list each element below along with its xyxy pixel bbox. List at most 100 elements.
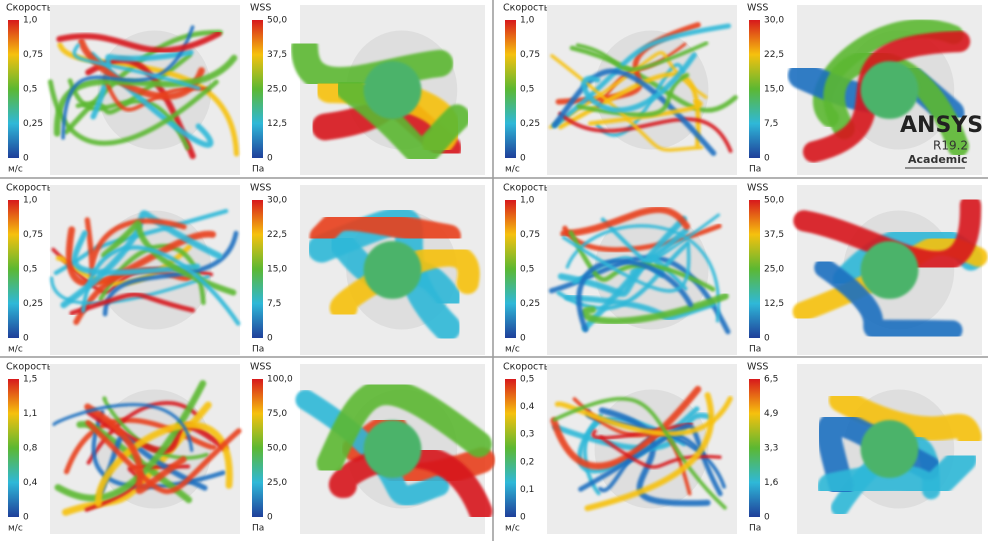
streamline (102, 230, 239, 317)
colorbar-tick-label: 0,25 (23, 299, 43, 309)
colorbar-unit: м/с (505, 345, 520, 355)
vessel (309, 207, 461, 249)
colorbar-tick-label: 0 (267, 513, 273, 523)
colorbar-tick-label: 0,8 (23, 444, 38, 454)
colorbar-tick-label: 12,5 (267, 119, 287, 129)
panel: Скорость1,00,750,50,250м/сWSS30,022,515,… (6, 183, 485, 355)
colorbar-tick-label: 100,0 (267, 375, 293, 385)
colorbar-tick-label: 50,0 (267, 16, 287, 26)
aneurysm (363, 420, 422, 478)
streamline (95, 421, 233, 508)
colorbar-title: WSS (747, 3, 768, 14)
streamline (53, 54, 238, 137)
streamline (60, 210, 223, 309)
streamline (551, 68, 717, 156)
colorbar (505, 20, 516, 158)
vessel (793, 194, 982, 273)
colorbar-title: Скорость (503, 183, 550, 194)
colorbar-title: Скорость (503, 3, 550, 14)
colorbar-tick-label: 0,5 (520, 265, 534, 275)
colorbar (8, 20, 19, 158)
colorbar-tick-label: 25,0 (267, 85, 287, 95)
vessel (316, 379, 492, 477)
vessel (814, 257, 963, 341)
colorbar-tick-label: 6,5 (764, 375, 778, 385)
streamline (52, 403, 194, 452)
colorbar-title: WSS (747, 183, 768, 194)
colorbar-unit: м/с (8, 524, 23, 534)
watermark: ANSYS R19.2 Academic (900, 113, 983, 169)
vessel (813, 19, 964, 128)
colorbar-unit: Па (749, 165, 761, 175)
colorbar-tick-label: 0,25 (23, 119, 43, 129)
colorbar (252, 379, 263, 517)
colorbar-tick-label: 0 (520, 334, 526, 344)
colorbar-tick-label: 22,5 (267, 230, 287, 240)
streamline (72, 43, 201, 91)
streamline (63, 417, 217, 475)
colorbar-tick-label: 0,4 (23, 478, 38, 488)
colorbar-tick-label: 1,0 (520, 196, 535, 206)
aneurysm (363, 61, 422, 119)
colorbar-tick-label: 0,5 (23, 85, 37, 95)
colorbar-tick-label: 0,75 (23, 230, 43, 240)
colorbar-tick-label: 37,5 (267, 50, 287, 60)
aneurysm (860, 61, 919, 119)
colorbar (505, 200, 516, 338)
colorbar-tick-label: 1,0 (23, 16, 38, 26)
colorbar-title: Скорость (503, 362, 550, 373)
colorbar (252, 20, 263, 158)
colorbar-tick-label: 0,75 (520, 50, 540, 60)
colorbar-tick-label: 25,0 (764, 265, 784, 275)
colorbar-tick-label: 75,0 (267, 409, 287, 419)
colorbar-tick-label: 25,0 (267, 478, 287, 488)
colorbar-title: Скорость (6, 362, 53, 373)
colorbar-title: WSS (250, 3, 271, 14)
colorbar-title: WSS (747, 362, 768, 373)
colorbar-tick-label: 50,0 (764, 196, 784, 206)
colorbar-tick-label: 3,3 (764, 444, 778, 454)
colorbar-tick-label: 1,6 (764, 478, 779, 488)
streamline (581, 52, 697, 113)
colorbar (749, 20, 760, 158)
colorbar (749, 379, 760, 517)
colorbar-tick-label: 0,25 (520, 119, 540, 129)
colorbar-tick-label: 7,5 (267, 299, 281, 309)
colorbar-tick-label: 0,3 (520, 430, 534, 440)
streamline (61, 25, 195, 140)
streamline (86, 408, 229, 454)
watermark-name: ANSYS (900, 113, 983, 138)
panel: Скорость0,50,40,30,20,10м/сWSS6,54,93,31… (503, 362, 982, 534)
streamline (71, 230, 201, 276)
colorbar-unit: м/с (8, 165, 23, 175)
streamline (550, 54, 704, 152)
colorbar-tick-label: 0,5 (520, 85, 534, 95)
watermark-edition: Academic (908, 153, 968, 166)
colorbar-unit: Па (749, 524, 761, 534)
streamline (90, 49, 194, 120)
colorbar-title: WSS (250, 183, 271, 194)
colorbar-tick-label: 7,5 (764, 119, 778, 129)
colorbar-title: Скорость (6, 3, 53, 14)
streamline (558, 111, 733, 153)
colorbar-tick-label: 0 (520, 513, 526, 523)
colorbar-tick-label: 0 (764, 513, 770, 523)
colorbar-tick-label: 15,0 (764, 85, 784, 95)
colorbar-tick-label: 0 (267, 334, 273, 344)
colorbar-unit: Па (252, 345, 264, 355)
colorbar-tick-label: 1,0 (23, 196, 38, 206)
vessel (817, 444, 977, 502)
panel: Скорость1,00,750,50,250м/сWSS30,022,515,… (503, 3, 982, 175)
streamline (552, 396, 727, 510)
colorbar (8, 379, 19, 517)
colorbar-tick-label: 1,1 (23, 409, 37, 419)
colorbar-tick-label: 0,5 (23, 265, 37, 275)
streamline (569, 45, 738, 113)
watermark-version: R19.2 (933, 139, 968, 153)
colorbar-tick-label: 15,0 (267, 265, 287, 275)
colorbar-tick-label: 0,5 (520, 375, 534, 385)
panel: Скорость1,00,750,50,250м/сWSS50,037,525,… (503, 183, 988, 355)
streamline (561, 235, 691, 293)
streamline (69, 292, 196, 316)
colorbar-tick-label: 1,5 (23, 375, 37, 385)
